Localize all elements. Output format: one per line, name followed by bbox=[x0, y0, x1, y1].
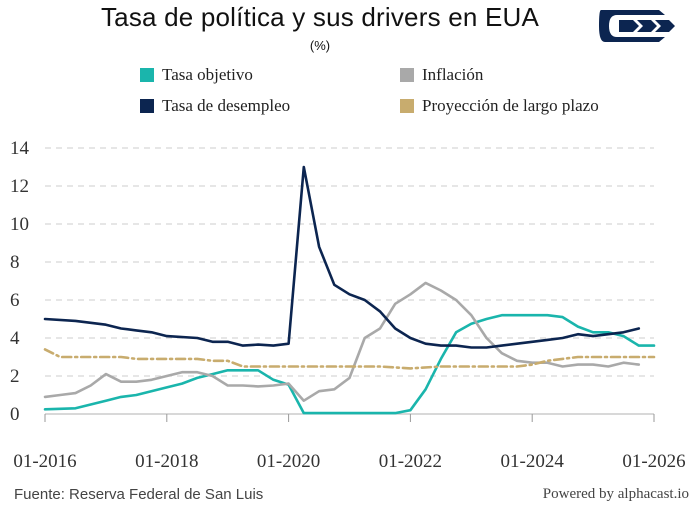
x-tick-label-0: 01-2016 bbox=[13, 451, 76, 472]
powered-by-credit: Powered by alphacast.io bbox=[542, 486, 689, 502]
legend-swatch-inflacion bbox=[400, 68, 414, 82]
legend-item-tasa-objetivo: Tasa objetivo bbox=[140, 65, 253, 85]
legend-swatch-proyeccion bbox=[400, 99, 414, 113]
x-tick-label-4: 01-2024 bbox=[501, 451, 565, 472]
chart-subtitle: (%) bbox=[309, 38, 331, 53]
x-tick-label-3: 01-2022 bbox=[379, 451, 442, 472]
x-tick-label-1: 01-2018 bbox=[135, 451, 198, 472]
y-tick-label-2: 2 bbox=[10, 366, 20, 387]
legend-swatch-tasa-desempleo bbox=[140, 99, 154, 113]
x-tick-label-5: 01-2026 bbox=[622, 451, 685, 472]
y-tick-label-8: 8 bbox=[10, 252, 20, 273]
y-tick-label-12: 12 bbox=[10, 176, 29, 197]
y-tick-label-6: 6 bbox=[10, 290, 20, 311]
x-tick-label-2: 01-2020 bbox=[257, 451, 320, 472]
legend-swatch-tasa-objetivo bbox=[140, 68, 154, 82]
chart-title: Tasa de política y sus drivers en EUA bbox=[100, 2, 540, 32]
legend-label-tasa-objetivo: Tasa objetivo bbox=[162, 65, 253, 84]
legend-item-proyeccion: Proyección de largo plazo bbox=[400, 96, 599, 116]
source-note: Fuente: Reserva Federal de San Luis bbox=[14, 486, 264, 503]
y-tick-label-4: 4 bbox=[10, 328, 20, 349]
series-line-tasa-de-desempleo bbox=[43, 165, 641, 349]
legend-item-tasa-desempleo: Tasa de desempleo bbox=[140, 96, 290, 116]
series-line-proyeccion-de-largo-plazo bbox=[43, 348, 656, 370]
y-tick-label-10: 10 bbox=[10, 214, 29, 235]
legend-label-tasa-desempleo: Tasa de desempleo bbox=[162, 96, 291, 115]
chart-plot-area: 0 2 4 6 8 10 12 14 01-2016 01-2018 01-2020 01-2022 0… bbox=[10, 138, 686, 472]
y-tick-label-0: 0 bbox=[10, 404, 20, 425]
legend-label-proyeccion: Proyección de largo plazo bbox=[422, 96, 599, 115]
legend-item-inflacion: Inflación bbox=[400, 65, 483, 85]
legend-label-inflacion: Inflación bbox=[422, 65, 484, 84]
y-tick-label-14: 14 bbox=[10, 138, 30, 159]
alphacast-logo-icon bbox=[599, 10, 675, 42]
